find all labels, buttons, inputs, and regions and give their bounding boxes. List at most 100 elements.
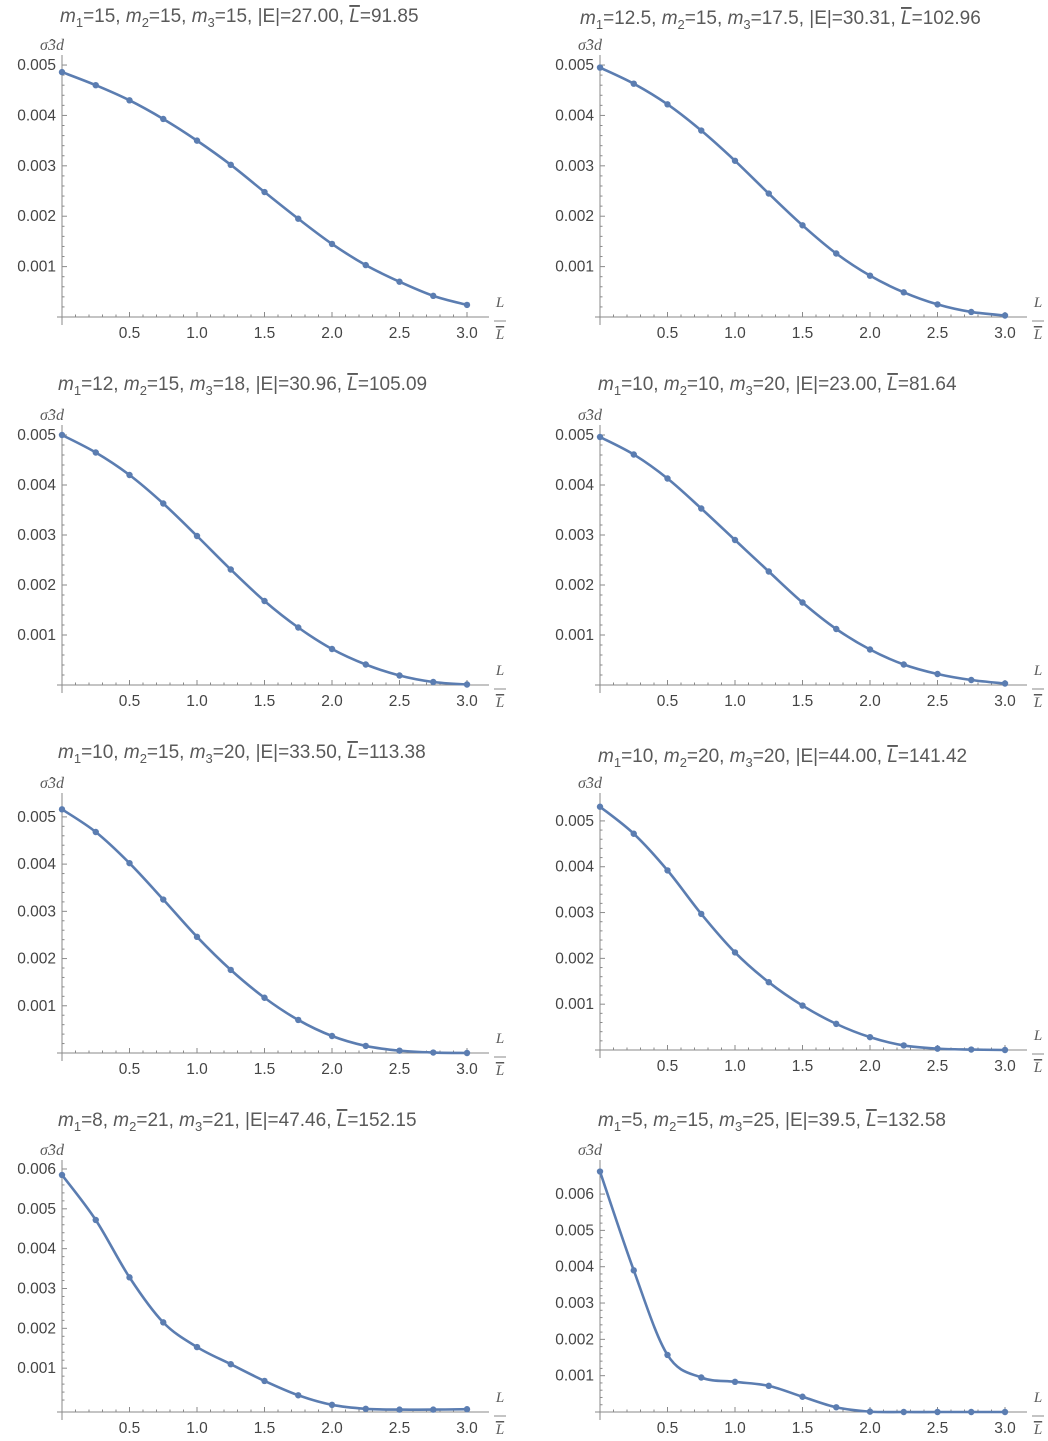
chart-title: m1=10, m2=20, m3=20, |E|=44.00, L=141.42: [598, 746, 967, 770]
title-text: =20,: [687, 746, 730, 767]
data-point: [227, 161, 234, 169]
title-subscript: 1: [76, 15, 83, 30]
data-point: [833, 250, 840, 257]
data-point: [92, 81, 99, 89]
y-axis-label: σ̂3d: [578, 1142, 603, 1159]
data-point: [92, 449, 99, 456]
y-tick-label: 0.001: [17, 627, 56, 644]
y-tick-label: 0.002: [555, 950, 594, 967]
y-tick-label: 0.002: [17, 577, 56, 594]
data-point: [765, 978, 772, 986]
x-tick-label: 3.0: [994, 693, 1016, 710]
data-point: [934, 670, 941, 678]
data-point: [1001, 312, 1009, 319]
title-var: m: [598, 746, 614, 767]
x-tick-label: 3.0: [456, 325, 478, 342]
title-var: m: [58, 374, 74, 395]
data-point: [126, 859, 133, 867]
y-axis-label: σ̂3d: [578, 407, 603, 424]
series-line: [61, 433, 468, 686]
title-text: =20, |E|=23.00,: [753, 374, 888, 395]
title-text: =105.09: [358, 374, 427, 395]
title-var: m: [598, 374, 614, 395]
x-tick-label: 0.5: [119, 1420, 141, 1437]
chart-panel-1: m1=15, m2=15, m3=15, |E|=27.00, L=91.85σ…: [17, 6, 506, 343]
x-tick-label: 0.5: [657, 325, 679, 342]
y-tick-label: 0.005: [555, 57, 594, 74]
data-point: [295, 1392, 302, 1399]
x-tick-label: 1.5: [254, 325, 276, 342]
data-point: [866, 1033, 874, 1041]
data-point: [463, 1049, 471, 1057]
x-axis-label-numerator: L: [495, 1031, 504, 1047]
x-tick-label: 1.0: [724, 1058, 746, 1075]
data-point: [160, 115, 167, 123]
y-tick-label: 0.001: [17, 259, 56, 276]
data-point: [328, 240, 336, 248]
data-point: [396, 1047, 403, 1054]
x-tick-label: 2.5: [927, 1058, 949, 1075]
y-tick-label: 0.003: [555, 905, 594, 922]
data-point: [968, 1408, 975, 1416]
title-var: m: [664, 746, 680, 767]
title-var: L: [901, 8, 912, 29]
chart-panel-7: m1=8, m2=21, m3=21, |E|=47.46, L=152.15σ…: [17, 1110, 506, 1438]
title-var: m: [113, 1110, 129, 1131]
chart-panel-4: m1=10, m2=10, m3=20, |E|=23.00, L=81.64 σ…: [555, 374, 1044, 711]
y-tick-label: 0.004: [555, 477, 594, 494]
data-point: [362, 1405, 369, 1413]
series-line: [61, 70, 468, 307]
x-tick-label: 3.0: [456, 1061, 478, 1078]
chart-title: m1=15, m2=15, m3=15, |E|=27.00, L=91.85: [60, 6, 419, 30]
x-tick-label: 1.5: [254, 1420, 276, 1437]
y-tick-label: 0.001: [17, 1360, 56, 1377]
data-point: [261, 994, 268, 1001]
data-point: [698, 910, 705, 918]
data-point: [866, 272, 874, 279]
title-var: m: [60, 6, 76, 27]
y-tick-label: 0.003: [17, 158, 56, 175]
title-text: =20, |E|=44.00,: [753, 746, 888, 767]
title-text: =15,: [83, 6, 126, 27]
series-line: [598, 1171, 1005, 1414]
data-point: [866, 1408, 874, 1415]
data-point: [934, 1045, 941, 1052]
data-point: [596, 1168, 604, 1175]
y-tick-label: 0.003: [17, 903, 56, 920]
y-tick-label: 0.001: [555, 1368, 594, 1385]
data-point: [193, 1343, 201, 1351]
x-axis-label-denominator: L: [495, 695, 504, 711]
title-var: m: [58, 742, 74, 763]
x-axis-label-denominator: L: [1033, 1060, 1042, 1076]
data-point: [430, 1049, 437, 1056]
data-point: [193, 137, 201, 144]
title-subscript: 3: [206, 751, 213, 766]
title-var: m: [730, 374, 746, 395]
x-axis-label-denominator: L: [495, 327, 504, 343]
title-var: m: [580, 8, 596, 29]
title-text: =21,: [136, 1110, 179, 1131]
data-point: [92, 1216, 99, 1224]
x-tick-label: 2.0: [859, 325, 881, 342]
title-var: m: [728, 8, 744, 29]
data-point: [799, 1393, 806, 1400]
x-tick-label: 2.0: [859, 1058, 881, 1075]
data-point: [160, 1319, 167, 1326]
data-point: [630, 451, 637, 458]
data-point: [227, 1360, 234, 1368]
title-var: m: [653, 1110, 669, 1131]
series-line: [599, 435, 1006, 685]
data-point: [463, 681, 471, 688]
x-axis-label-denominator: L: [495, 1422, 504, 1438]
data-point: [731, 1378, 739, 1386]
title-var: m: [190, 742, 206, 763]
data-point: [362, 261, 369, 269]
title-subscript: 2: [129, 1119, 136, 1134]
x-tick-label: 1.0: [186, 1420, 208, 1437]
chart-title: m1=10, m2=10, m3=20, |E|=23.00, L=81.64: [598, 374, 957, 398]
title-subscript: 2: [669, 1119, 676, 1134]
data-point: [396, 672, 403, 679]
data-point: [160, 896, 167, 903]
y-tick-label: 0.004: [17, 107, 56, 124]
x-tick-label: 2.5: [389, 1061, 411, 1078]
